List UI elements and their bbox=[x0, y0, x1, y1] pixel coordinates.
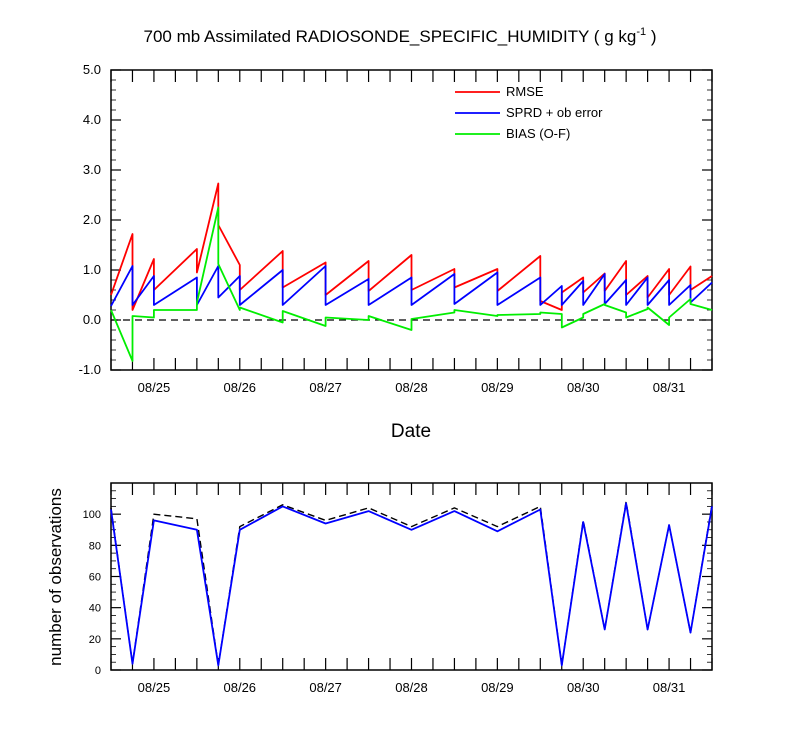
bottom-chart-series bbox=[110, 501, 713, 667]
y-tick-label: 3.0 bbox=[83, 162, 101, 177]
series-line bbox=[110, 265, 713, 307]
legend-label: SPRD + ob error bbox=[506, 105, 603, 120]
legend-label: RMSE bbox=[506, 84, 544, 99]
y-tick-label: 1.0 bbox=[83, 262, 101, 277]
series-assimilated bbox=[110, 502, 713, 667]
x-tick-label: 08/31 bbox=[653, 680, 686, 695]
series-line bbox=[110, 502, 713, 667]
y-tick-label: 5.0 bbox=[83, 62, 101, 77]
x-tick-label: 08/29 bbox=[481, 380, 514, 395]
plot-frame bbox=[110, 482, 713, 671]
series-sprd-ob-error bbox=[110, 265, 713, 307]
y-tick-label: 2.0 bbox=[83, 212, 101, 227]
bottom-chart-ylabel: number of observations bbox=[46, 488, 65, 666]
x-tick-label: 08/27 bbox=[309, 680, 342, 695]
x-tick-label: 08/31 bbox=[653, 380, 686, 395]
series-line bbox=[110, 206, 713, 362]
y-tick-label: 100 bbox=[83, 509, 101, 521]
y-tick-label: 20 bbox=[89, 634, 101, 646]
y-tick-label: 0.0 bbox=[83, 312, 101, 327]
top-chart-axes: -1.0 0.0 1.0 2.0 3.0 4.0 5.0 08/25 08/26 08/27 08/… bbox=[79, 62, 713, 395]
x-tick-label: 08/25 bbox=[138, 380, 171, 395]
x-tick-label: 08/26 bbox=[224, 680, 257, 695]
bottom-chart-axes: 0 20 40 60 80 100 08/25 08/26 08/27 08/28 08/29 08/… bbox=[83, 482, 713, 695]
y-tick-label: -1.0 bbox=[79, 362, 101, 377]
bottom-chart: 0 20 40 60 80 100 08/25 08/26 08/27 08/28 08/29 08/… bbox=[46, 482, 713, 695]
top-chart-title: 700 mb Assimilated RADIOSONDE_SPECIFIC_H… bbox=[144, 26, 657, 46]
top-chart-series bbox=[110, 182, 713, 362]
series-bias-o-f- bbox=[110, 206, 713, 362]
legend-label: BIAS (O-F) bbox=[506, 126, 570, 141]
y-tick-label: 60 bbox=[89, 572, 101, 584]
x-tick-label: 08/30 bbox=[567, 380, 600, 395]
x-tick-label: 08/30 bbox=[567, 680, 600, 695]
x-tick-label: 08/29 bbox=[481, 680, 514, 695]
x-tick-label: 08/25 bbox=[138, 680, 171, 695]
y-tick-label: 0 bbox=[95, 665, 101, 677]
top-chart: 700 mb Assimilated RADIOSONDE_SPECIFIC_H… bbox=[79, 26, 713, 442]
x-tick-label: 08/28 bbox=[395, 380, 428, 395]
top-chart-xlabel: Date bbox=[391, 421, 431, 442]
y-tick-label: 4.0 bbox=[83, 112, 101, 127]
x-tick-label: 08/26 bbox=[224, 380, 257, 395]
y-tick-label: 80 bbox=[89, 540, 101, 552]
top-chart-legend: RMSE SPRD + ob error BIAS (O-F) bbox=[455, 84, 603, 141]
x-tick-label: 08/28 bbox=[395, 680, 428, 695]
y-tick-label: 40 bbox=[89, 603, 101, 615]
x-tick-label: 08/27 bbox=[309, 380, 342, 395]
